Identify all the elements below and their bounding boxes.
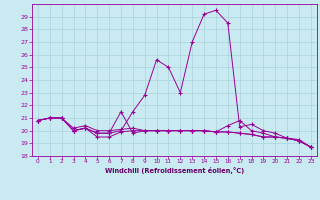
X-axis label: Windchill (Refroidissement éolien,°C): Windchill (Refroidissement éolien,°C) — [105, 167, 244, 174]
